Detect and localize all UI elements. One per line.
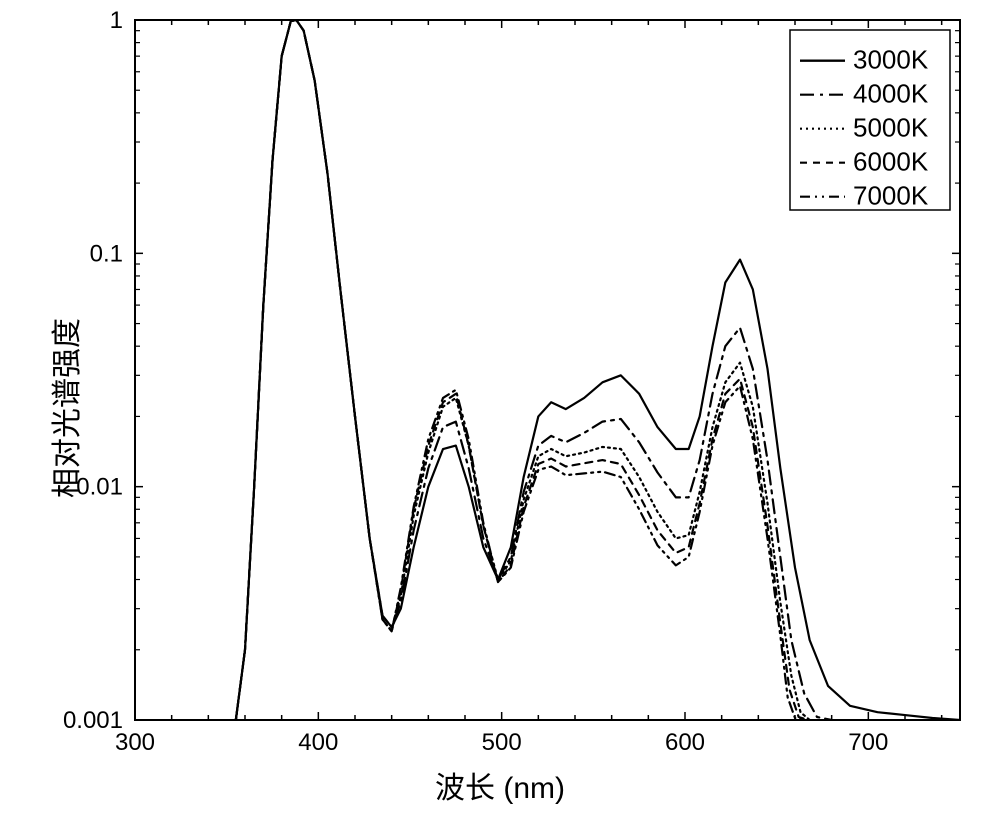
y-axis-label: 相对光谱强度	[42, 318, 86, 498]
x-tick-label: 600	[665, 729, 705, 756]
legend-label-3000K: 3000K	[853, 45, 929, 75]
y-tick-label: 0.001	[63, 707, 123, 734]
x-tick-label: 700	[848, 729, 888, 756]
legend-label-4000K: 4000K	[853, 79, 929, 109]
legend-label-6000K: 6000K	[853, 147, 929, 177]
y-tick-label: 1	[110, 7, 123, 34]
y-tick-label: 0.1	[90, 240, 123, 267]
x-tick-label: 500	[482, 729, 522, 756]
plot-svg: 3004005006007000.0010.010.113000K4000K50…	[0, 0, 1000, 815]
x-axis-label: 波长 (nm)	[0, 763, 1000, 807]
legend-label-7000K: 7000K	[853, 181, 929, 211]
spectral-chart: 相对光谱强度 3004005006007000.0010.010.113000K…	[0, 0, 1000, 815]
legend-label-5000K: 5000K	[853, 113, 929, 143]
x-tick-label: 400	[298, 729, 338, 756]
